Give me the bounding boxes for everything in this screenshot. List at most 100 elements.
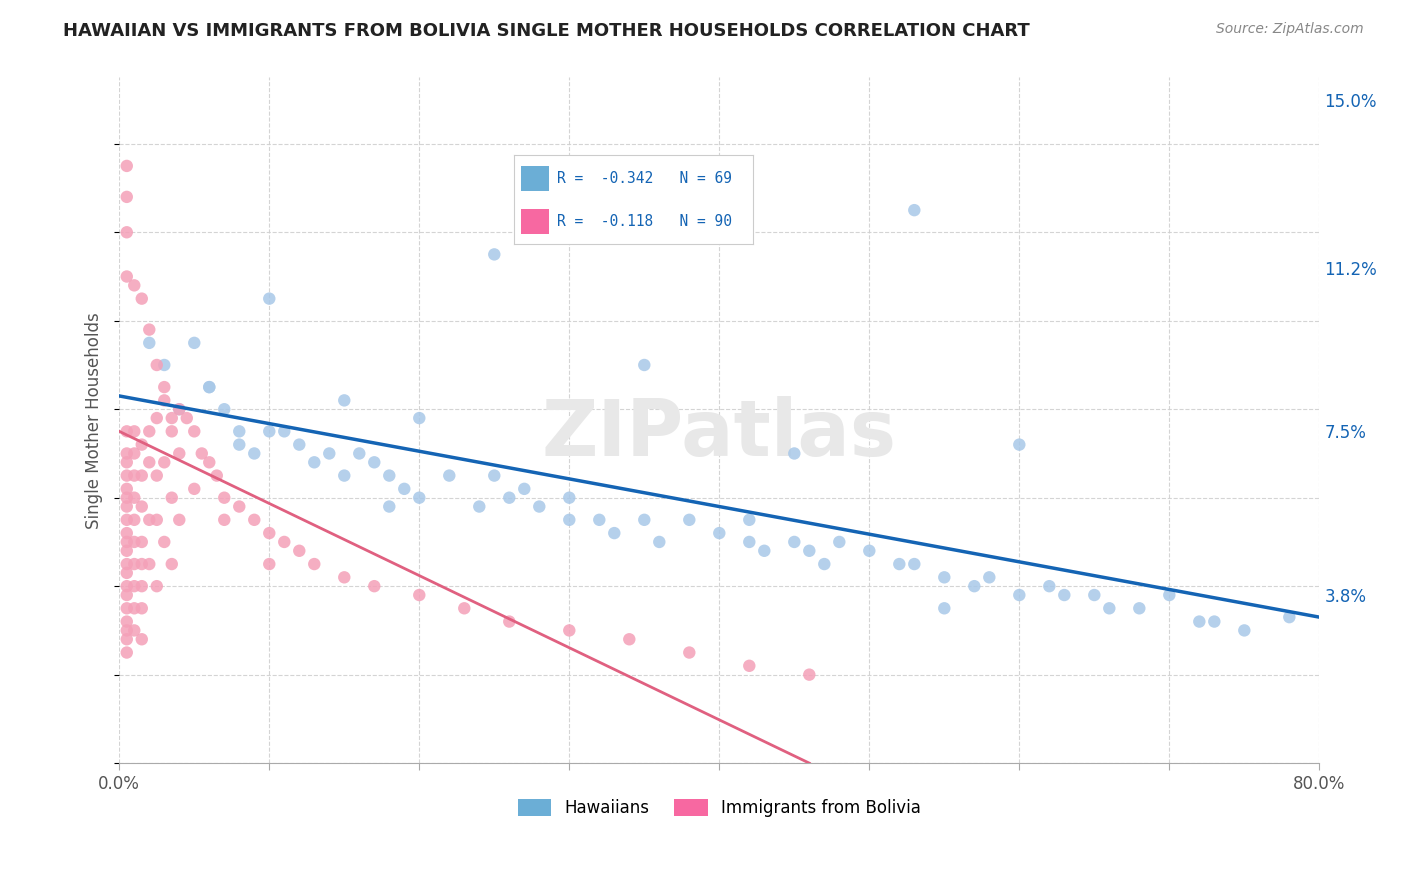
Text: R =  -0.118   N = 90: R = -0.118 N = 90 [557,214,731,228]
Point [363,455,385,469]
Point [934,570,956,584]
Point [259,557,281,571]
Point [288,437,311,451]
Point [131,579,153,593]
Point [115,482,138,496]
Point [1098,601,1121,615]
Point [934,601,956,615]
Point [146,411,169,425]
Point [259,526,281,541]
Point [333,393,356,408]
Point [243,513,266,527]
Point [138,513,160,527]
Point [619,632,641,647]
Point [1159,588,1181,602]
Point [183,425,205,439]
Point [198,455,221,469]
Point [363,579,385,593]
Point [633,513,655,527]
Point [153,393,176,408]
Point [588,513,610,527]
Point [122,513,145,527]
Point [484,247,506,261]
Point [333,468,356,483]
Point [160,425,183,439]
Point [1008,437,1031,451]
Point [1278,610,1301,624]
Point [115,446,138,460]
Point [122,278,145,293]
Point [153,535,176,549]
Point [122,624,145,638]
Point [228,500,250,514]
Point [115,566,138,580]
Point [153,358,176,372]
Point [408,588,430,602]
Point [633,358,655,372]
Point [214,402,236,417]
Point [799,543,821,558]
Point [138,323,160,337]
Point [138,425,160,439]
Point [214,491,236,505]
Point [529,500,551,514]
Point [131,535,153,549]
Point [259,292,281,306]
Point [498,615,520,629]
Point [191,446,214,460]
Point [115,159,138,173]
Point [160,557,183,571]
Point [243,446,266,460]
Point [198,380,221,394]
Point [115,535,138,549]
Point [304,557,326,571]
Point [903,203,925,218]
Point [146,468,169,483]
Point [558,513,581,527]
Point [153,380,176,394]
Point [115,190,138,204]
Point [903,557,925,571]
Point [115,557,138,571]
Point [122,579,145,593]
Point [160,491,183,505]
Point [738,513,761,527]
Point [1188,615,1211,629]
Point [131,468,153,483]
Point [333,570,356,584]
Point [228,437,250,451]
Point [709,526,731,541]
Text: ZIPatlas: ZIPatlas [541,396,897,472]
Point [122,491,145,505]
Point [115,500,138,514]
Point [146,579,169,593]
Point [138,455,160,469]
Point [122,446,145,460]
Point [1233,624,1256,638]
Point [131,292,153,306]
Point [146,513,169,527]
Point [979,570,1001,584]
Point [1083,588,1105,602]
Point [558,624,581,638]
Point [318,446,340,460]
Point [513,482,536,496]
Point [799,667,821,681]
Point [259,425,281,439]
Point [131,500,153,514]
Point [115,455,138,469]
Point [122,535,145,549]
Point [408,411,430,425]
Y-axis label: Single Mother Households: Single Mother Households [86,312,103,529]
Point [468,500,491,514]
Point [1204,615,1226,629]
Point [115,491,138,505]
Point [1053,588,1076,602]
Point [738,658,761,673]
Point [122,557,145,571]
Point [115,269,138,284]
Point [138,335,160,350]
Point [131,437,153,451]
Point [115,579,138,593]
Point [122,601,145,615]
